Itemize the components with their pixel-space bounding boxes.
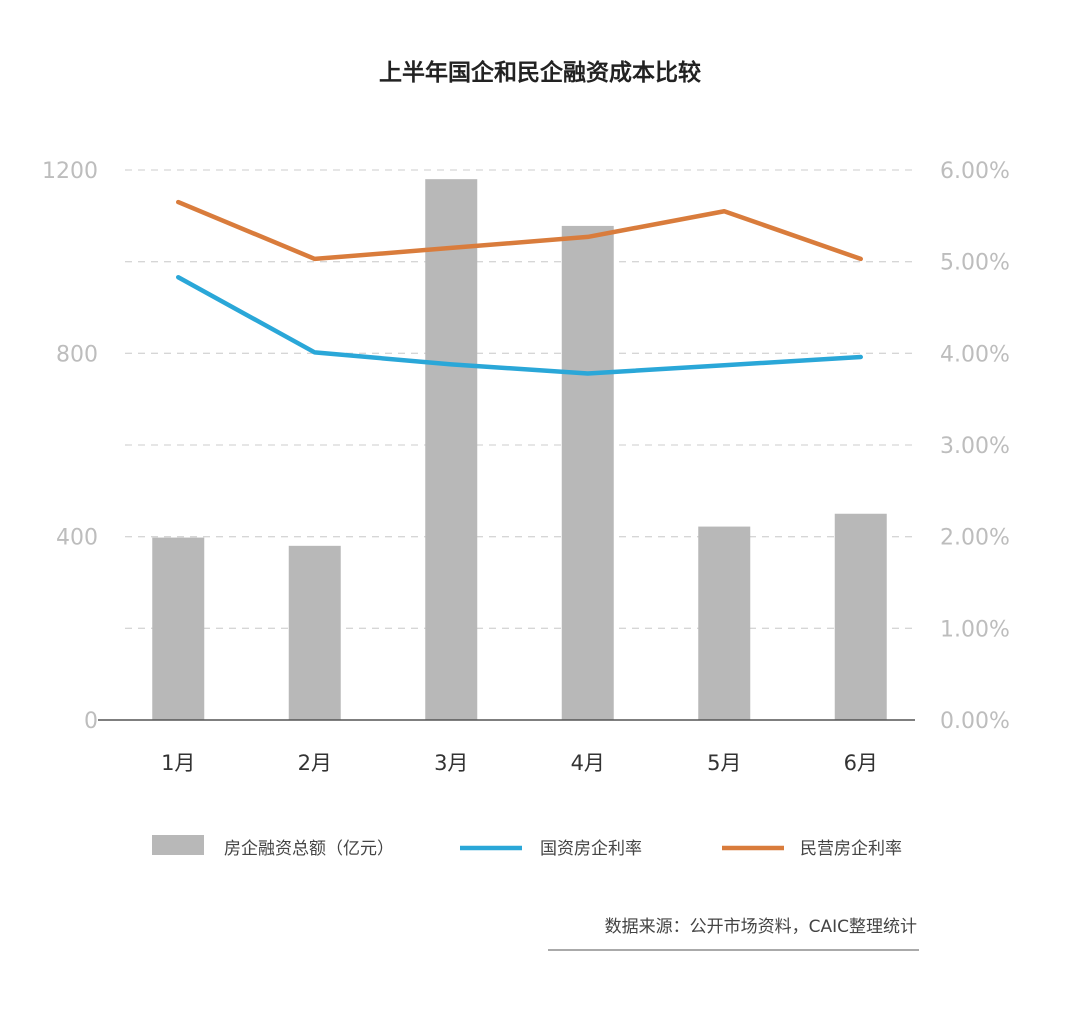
x-tick-label: 6月: [844, 751, 878, 775]
left-tick-label: 0: [84, 709, 98, 734]
left-tick-label: 400: [56, 526, 98, 551]
right-tick-label: 3.00%: [940, 434, 1010, 459]
legend-swatch-bar: [152, 835, 204, 855]
bar: [288, 545, 341, 720]
series-line: [176, 199, 863, 262]
right-tick-label: 0.00%: [940, 709, 1010, 734]
right-tick-label: 4.00%: [940, 342, 1010, 367]
series-line: [176, 275, 863, 376]
left-axis-ticks: 0 400 800 1200: [42, 159, 98, 734]
legend-label: 民营房企利率: [800, 839, 902, 859]
x-tick-label: 3月: [434, 751, 468, 775]
source-note: 数据来源：公开市场资料，CAIC整理统计: [605, 917, 917, 937]
line-series: [176, 199, 863, 376]
right-tick-label: 1.00%: [940, 617, 1010, 642]
x-tick-label: 5月: [707, 751, 741, 775]
left-tick-label: 800: [56, 342, 98, 367]
chart-title: 上半年国企和民企融资成本比较: [379, 59, 701, 86]
x-tick-label: 1月: [161, 751, 195, 775]
bar: [425, 179, 478, 720]
right-axis-ticks: 0.00% 1.00% 2.00% 3.00% 4.00% 5.00% 6.00%: [940, 159, 1010, 734]
bar: [698, 526, 751, 720]
x-tick-label: 4月: [571, 751, 605, 775]
legend: 房企融资总额（亿元） 国资房企利率 民营房企利率: [152, 835, 902, 859]
x-tick-label: 2月: [298, 751, 332, 775]
bar-series: [152, 179, 887, 720]
left-tick-label: 1200: [42, 159, 98, 184]
right-tick-label: 2.00%: [940, 526, 1010, 551]
x-axis-ticks: 1月 2月 3月 4月 5月 6月: [161, 751, 878, 775]
legend-label: 国资房企利率: [540, 839, 642, 859]
grid-lines: [125, 169, 915, 629]
right-tick-label: 5.00%: [940, 251, 1010, 276]
bar: [561, 225, 614, 720]
right-tick-label: 6.00%: [940, 159, 1010, 184]
legend-label: 房企融资总额（亿元）: [224, 839, 394, 859]
bar: [152, 537, 205, 720]
bar: [834, 513, 887, 720]
